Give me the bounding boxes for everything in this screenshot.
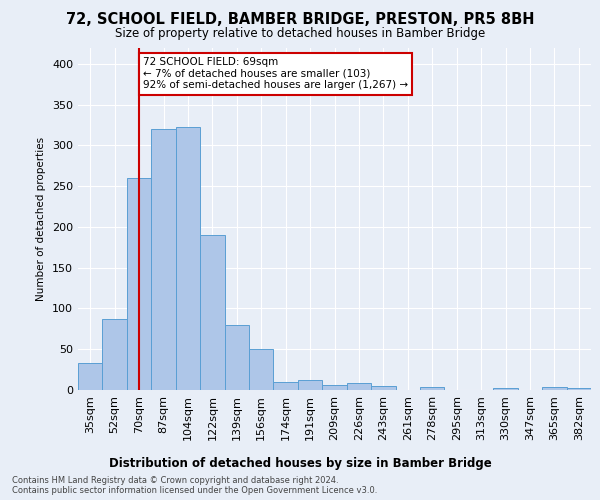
Bar [151,129,176,390]
Bar [127,178,151,390]
Bar [420,386,445,390]
Bar [322,385,347,390]
Bar [542,386,566,390]
Bar [347,384,371,390]
Bar [78,363,103,390]
Bar [200,235,224,390]
Bar [224,325,249,390]
Bar [298,380,322,390]
Text: Contains HM Land Registry data © Crown copyright and database right 2024.
Contai: Contains HM Land Registry data © Crown c… [12,476,377,495]
Text: Distribution of detached houses by size in Bamber Bridge: Distribution of detached houses by size … [109,458,491,470]
Text: 72 SCHOOL FIELD: 69sqm
← 7% of detached houses are smaller (103)
92% of semi-det: 72 SCHOOL FIELD: 69sqm ← 7% of detached … [143,58,408,90]
Bar [371,386,395,390]
Bar [493,388,518,390]
Bar [103,319,127,390]
Bar [566,388,591,390]
Bar [176,128,200,390]
Bar [274,382,298,390]
Bar [249,349,274,390]
Text: Size of property relative to detached houses in Bamber Bridge: Size of property relative to detached ho… [115,28,485,40]
Y-axis label: Number of detached properties: Number of detached properties [37,136,46,301]
Text: 72, SCHOOL FIELD, BAMBER BRIDGE, PRESTON, PR5 8BH: 72, SCHOOL FIELD, BAMBER BRIDGE, PRESTON… [66,12,534,28]
